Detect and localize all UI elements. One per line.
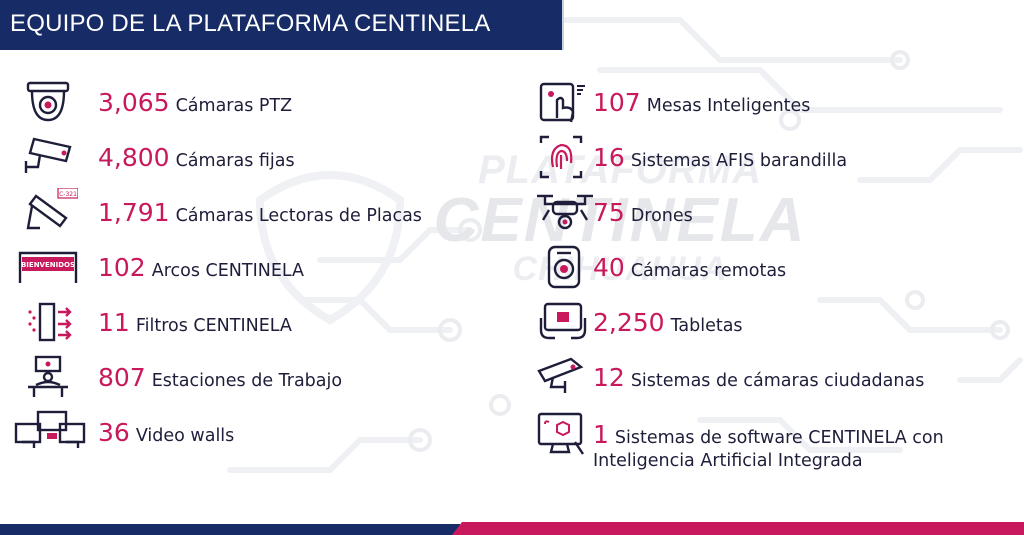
drone-icon xyxy=(535,188,595,236)
item-label: Sistemas de software CENTINELA con xyxy=(614,428,944,448)
item-number: 12 xyxy=(593,363,625,392)
footer-bar-accent xyxy=(452,522,1024,535)
fingerprint-icon xyxy=(535,133,595,181)
item-number: 807 xyxy=(98,363,146,392)
item-number: 4,800 xyxy=(98,143,170,172)
touch-table-icon xyxy=(535,78,595,126)
workstation-icon xyxy=(18,353,78,401)
watermark-line1: PLATAFORMA xyxy=(477,148,763,192)
item-label: Mesas Inteligentes xyxy=(646,96,811,116)
street-camera-icon xyxy=(535,353,595,401)
filter-gate-icon xyxy=(18,298,78,346)
watermark-line2: CENTINELA xyxy=(433,186,807,255)
tablet-icon xyxy=(535,298,595,346)
arch-sign-icon: BIENVENIDOS xyxy=(18,243,78,291)
item-number: 102 xyxy=(98,253,146,282)
item-label: Cámaras PTZ xyxy=(175,96,293,116)
item-label: Cámaras Lectoras de Placas xyxy=(175,206,422,226)
item-number: 36 xyxy=(98,418,130,447)
item-number: 3,065 xyxy=(98,88,170,117)
item-number: 1 xyxy=(593,420,609,449)
video-wall-icon xyxy=(12,408,92,456)
item-label: Estaciones de Trabajo xyxy=(151,371,343,391)
item-label: Sistemas AFIS barandilla xyxy=(630,151,848,171)
page-title: EQUIPO DE LA PLATAFORMA CENTINELA xyxy=(10,10,491,37)
item-number: 1,791 xyxy=(98,198,170,227)
dome-camera-icon xyxy=(18,78,78,126)
ai-software-icon xyxy=(535,410,595,458)
item-label-line2: Inteligencia Artificial Integrada xyxy=(593,451,863,471)
plate-text: C-321 xyxy=(59,191,77,198)
item-label: Drones xyxy=(630,206,693,226)
item-number: 11 xyxy=(98,308,130,337)
item-number: 2,250 xyxy=(593,308,665,337)
item-label: Cámaras remotas xyxy=(630,261,787,281)
item-number: 107 xyxy=(593,88,641,117)
item-label: Arcos CENTINELA xyxy=(151,261,304,281)
item-label: Sistemas de cámaras ciudadanas xyxy=(630,371,925,391)
item-label: Tabletas xyxy=(670,316,743,336)
title-bar: EQUIPO DE LA PLATAFORMA CENTINELA xyxy=(0,0,564,50)
fixed-camera-icon xyxy=(18,133,78,181)
item-label: Filtros CENTINELA xyxy=(135,316,292,336)
footer-bar-navy xyxy=(0,524,460,535)
item-label: Video walls xyxy=(135,426,235,446)
watermark: PLATAFORMA CENTINELA CHIHUAHUA xyxy=(420,150,820,286)
item-number: 40 xyxy=(593,253,625,282)
item-number: 16 xyxy=(593,143,625,172)
arch-text: BIENVENIDOS xyxy=(21,261,75,269)
plate-reader-camera-icon: C-321 xyxy=(18,188,78,236)
remote-camera-icon xyxy=(535,243,595,291)
item-label: Cámaras fijas xyxy=(175,151,295,171)
item-number: 75 xyxy=(593,198,625,227)
